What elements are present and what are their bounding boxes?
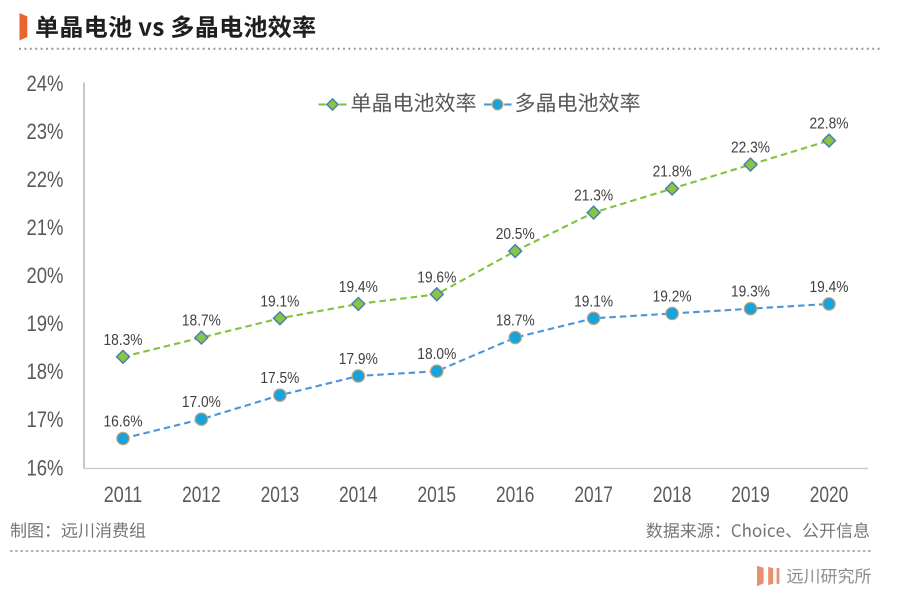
svg-text:2014: 2014 [339,482,378,507]
svg-text:22%: 22% [27,167,64,192]
svg-text:19.1%: 19.1% [574,293,613,310]
svg-text:17.9%: 17.9% [339,351,378,368]
svg-text:17%: 17% [27,407,64,432]
svg-text:22.3%: 22.3% [731,140,770,157]
svg-text:18.3%: 18.3% [104,332,143,349]
svg-text:20%: 20% [27,263,64,288]
svg-text:18%: 18% [27,359,64,384]
svg-text:24%: 24% [27,71,64,96]
svg-text:2020: 2020 [810,482,849,507]
svg-text:18.7%: 18.7% [496,313,535,330]
svg-text:17.0%: 17.0% [182,394,221,411]
svg-text:2019: 2019 [731,482,770,507]
svg-text:21.8%: 21.8% [653,164,692,181]
svg-text:19.6%: 19.6% [417,269,456,286]
svg-text:20.5%: 20.5% [496,226,535,243]
svg-text:19.2%: 19.2% [653,289,692,306]
svg-text:19.4%: 19.4% [810,279,849,296]
svg-text:2015: 2015 [418,482,457,507]
svg-text:18.0%: 18.0% [417,346,456,363]
svg-text:21.3%: 21.3% [574,188,613,205]
svg-text:2011: 2011 [104,482,143,507]
svg-text:18.7%: 18.7% [182,313,221,330]
svg-text:19%: 19% [27,311,64,336]
svg-text:2013: 2013 [261,482,300,507]
svg-text:17.5%: 17.5% [260,370,299,387]
svg-text:19.4%: 19.4% [339,279,378,296]
svg-text:2016: 2016 [496,482,535,507]
svg-text:19.3%: 19.3% [731,284,770,301]
svg-text:2012: 2012 [182,482,221,507]
svg-text:16.6%: 16.6% [104,414,143,431]
svg-text:19.1%: 19.1% [260,293,299,310]
svg-text:23%: 23% [27,119,64,144]
svg-text:2018: 2018 [653,482,692,507]
svg-text:16%: 16% [27,455,64,480]
svg-text:2017: 2017 [574,482,613,507]
svg-text:21%: 21% [27,215,64,240]
svg-text:22.8%: 22.8% [810,116,849,133]
